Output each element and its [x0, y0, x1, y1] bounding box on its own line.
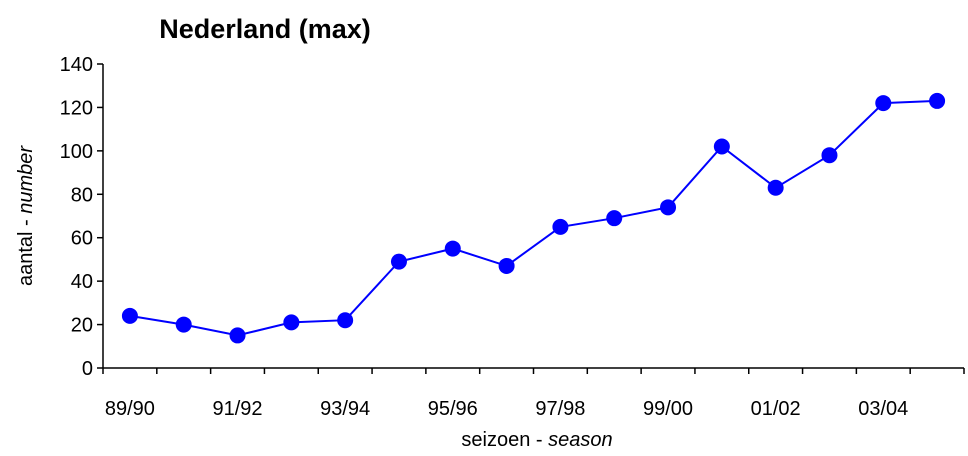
data-point	[175, 316, 192, 333]
data-point	[875, 95, 892, 112]
data-point	[337, 312, 354, 329]
series-group	[121, 92, 946, 344]
data-point	[229, 327, 246, 344]
y-tick-label: 0	[82, 358, 93, 380]
x-tick-label: 89/90	[105, 398, 155, 420]
data-point	[444, 240, 461, 257]
x-tick-label: 99/00	[643, 398, 693, 420]
y-tick-label: 100	[60, 141, 93, 163]
x-tick-label: 93/94	[320, 398, 370, 420]
data-point	[660, 199, 677, 216]
x-tick-label: 97/98	[535, 398, 585, 420]
x-tick-label: 95/96	[428, 398, 478, 420]
y-axis: 0 20 40 60 80 100 120 140	[60, 54, 104, 380]
x-axis-label: seizoen - season	[461, 429, 612, 451]
data-point	[929, 92, 946, 109]
y-tick-label: 60	[71, 228, 93, 250]
chart-title: Nederland (max)	[159, 14, 371, 44]
data-point	[606, 210, 623, 227]
y-tick-label: 140	[60, 54, 93, 76]
data-point	[821, 147, 838, 164]
data-point	[121, 307, 138, 324]
data-point	[283, 314, 300, 331]
y-tick-label: 20	[71, 315, 93, 337]
x-axis: 89/90 91/92 93/94 95/96 97/98 99/00 01/02 03/04	[102, 367, 965, 420]
x-tick-label: 03/04	[858, 398, 908, 420]
y-axis-label: aantal - number	[15, 145, 37, 286]
data-point	[390, 253, 407, 270]
data-point	[498, 257, 515, 274]
data-point	[713, 138, 730, 155]
y-tick-label: 120	[60, 97, 93, 119]
x-tick-label: 01/02	[751, 398, 801, 420]
data-point	[552, 218, 569, 235]
y-tick-label: 40	[71, 271, 93, 293]
series-line	[129, 99, 938, 337]
x-tick-label: 91/92	[213, 398, 263, 420]
y-tick-label: 80	[71, 184, 93, 206]
data-point	[767, 179, 784, 196]
